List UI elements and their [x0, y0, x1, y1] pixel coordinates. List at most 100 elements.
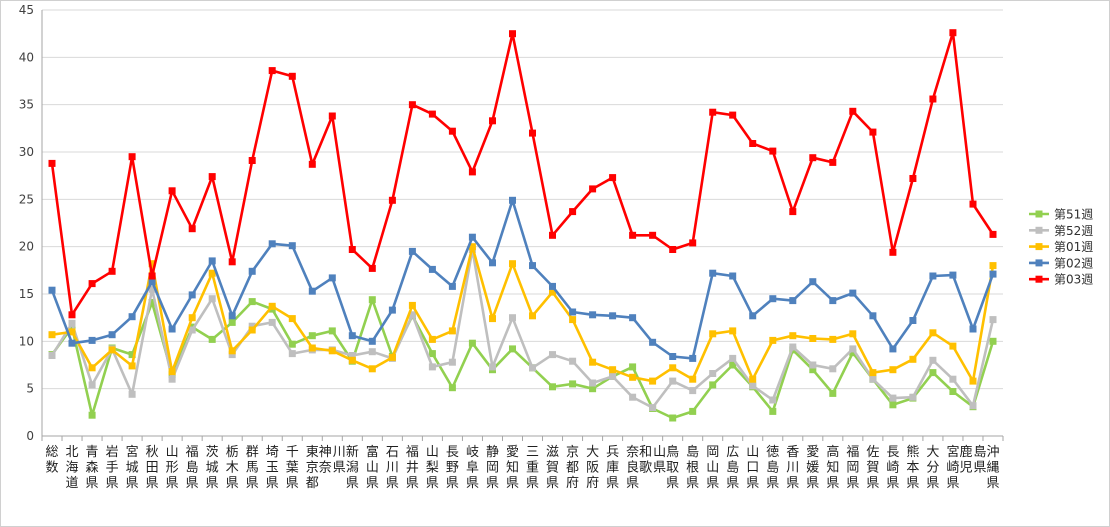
data-point: [589, 311, 597, 319]
data-point: [428, 110, 436, 118]
data-point: [569, 208, 577, 216]
x-tick-label: 福島県: [186, 445, 199, 491]
data-point: [649, 338, 657, 346]
data-point: [188, 291, 196, 299]
series-line: [50, 31, 995, 317]
data-point: [248, 326, 256, 334]
data-point: [609, 366, 617, 374]
data-point: [368, 264, 376, 272]
x-tick-label: 富山県: [366, 444, 379, 491]
data-point: [769, 147, 777, 155]
data-point: [88, 381, 96, 389]
data-point: [48, 286, 56, 294]
data-point: [689, 354, 697, 362]
data-point: [969, 377, 977, 385]
y-tick-label: 10: [19, 334, 34, 348]
data-point: [108, 267, 116, 275]
data-point: [829, 158, 837, 166]
x-tick-label: 大阪府: [586, 445, 599, 491]
legend-swatch-marker: [1035, 243, 1043, 251]
data-point: [228, 318, 236, 326]
data-point: [569, 316, 577, 324]
data-point: [709, 370, 717, 377]
data-point: [569, 357, 577, 365]
x-tick-label: 山梨県: [426, 445, 439, 491]
data-point: [68, 328, 76, 336]
data-point: [288, 340, 296, 348]
x-tick-label: 静岡県: [486, 445, 499, 491]
data-point: [829, 335, 837, 343]
data-point: [288, 72, 296, 80]
legend-label: 第01週: [1054, 240, 1093, 254]
data-point: [408, 247, 416, 255]
data-point: [368, 365, 376, 373]
x-tick-label: 鳥取県: [666, 445, 679, 491]
data-point: [428, 350, 436, 358]
x-tick-label: 神奈川県: [319, 445, 346, 476]
data-point: [88, 336, 96, 344]
data-point: [208, 269, 216, 277]
legend-label: 第51週: [1054, 208, 1093, 222]
data-point: [869, 369, 877, 377]
data-point: [889, 366, 897, 374]
data-point: [448, 127, 456, 135]
data-point: [809, 361, 817, 369]
data-point: [929, 329, 937, 337]
data-point: [468, 168, 476, 176]
data-point: [589, 385, 597, 393]
data-point: [969, 325, 977, 333]
y-tick-label: 15: [19, 287, 34, 301]
x-tick-label: 熊本県: [906, 444, 919, 491]
x-tick-label: 滋賀県: [546, 445, 559, 491]
data-point: [368, 337, 376, 345]
data-point: [789, 297, 797, 305]
data-point: [88, 364, 96, 372]
data-point: [629, 314, 637, 322]
x-tick-label: 岐阜県: [466, 445, 479, 491]
x-tick-label: 福井県: [406, 445, 419, 491]
data-point: [509, 196, 516, 204]
data-point: [348, 356, 356, 364]
data-point: [468, 233, 476, 241]
data-point: [729, 272, 737, 280]
data-point: [909, 393, 917, 401]
data-point: [448, 384, 456, 392]
legend-swatch-marker: [1035, 275, 1043, 283]
data-point: [669, 377, 677, 385]
data-point: [428, 335, 436, 343]
series-3: [48, 243, 997, 385]
data-point: [729, 111, 737, 119]
data-point: [989, 230, 997, 238]
x-tick-label: 長崎県: [886, 445, 899, 491]
data-point: [188, 225, 196, 233]
data-point: [769, 336, 777, 344]
data-point: [88, 280, 96, 288]
data-point: [609, 312, 617, 320]
data-point: [609, 372, 617, 380]
data-point: [809, 154, 817, 162]
data-point: [128, 351, 136, 359]
data-point: [849, 330, 857, 338]
data-point: [328, 112, 336, 120]
data-point: [969, 200, 977, 208]
data-point: [549, 383, 556, 391]
data-point: [689, 407, 697, 415]
data-point: [408, 101, 416, 109]
data-point: [68, 319, 76, 327]
data-point: [108, 331, 116, 339]
data-point: [849, 349, 857, 357]
legend-item: 第51週: [1029, 208, 1093, 222]
data-point: [388, 353, 396, 361]
data-point: [168, 187, 176, 195]
data-point: [849, 107, 857, 115]
data-point: [128, 362, 136, 370]
data-point: [208, 173, 216, 181]
data-point: [709, 108, 717, 116]
data-point: [829, 365, 837, 373]
data-point: [428, 265, 436, 273]
data-point: [809, 335, 817, 342]
data-point: [889, 248, 897, 256]
data-point: [509, 345, 516, 353]
data-point: [589, 379, 597, 387]
data-point: [268, 302, 276, 310]
